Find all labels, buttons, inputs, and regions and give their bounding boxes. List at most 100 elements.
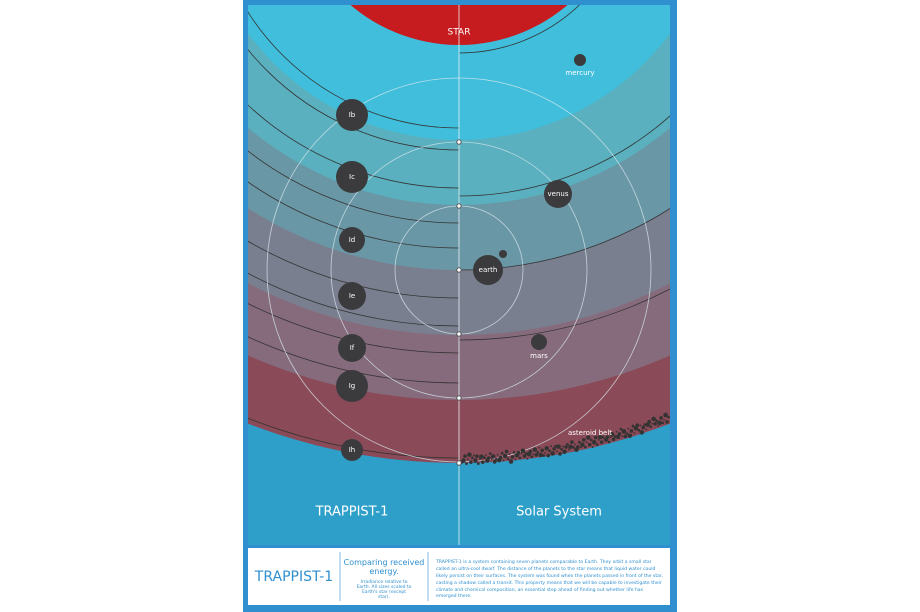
- asteroid: [586, 435, 591, 440]
- footer-subtitle: Comparing received energy.: [343, 558, 425, 576]
- asteroid: [599, 440, 604, 444]
- asteroid: [657, 420, 662, 426]
- planet: [338, 334, 366, 362]
- asteroid: [578, 440, 581, 444]
- asteroid: [637, 428, 641, 432]
- asteroid: [562, 449, 567, 454]
- asteroid: [613, 435, 617, 438]
- asteroid: [574, 443, 576, 446]
- asteroid: [655, 419, 658, 423]
- asteroid: [663, 412, 668, 418]
- asteroid: [498, 455, 503, 460]
- planet-label: Ie: [349, 292, 355, 300]
- asteroid: [621, 429, 627, 434]
- asteroid: [502, 459, 505, 462]
- asteroid: [512, 451, 516, 454]
- asteroid: [482, 456, 486, 459]
- asteroid: [490, 454, 496, 459]
- asteroid: [516, 450, 521, 455]
- asteroid: [645, 428, 648, 431]
- planet-label: mars: [530, 352, 548, 360]
- orbit-marker: [456, 395, 462, 401]
- planet-label: mercury: [565, 69, 594, 77]
- asteroid: [597, 438, 600, 441]
- asteroid: [617, 432, 622, 436]
- asteroid: [605, 435, 610, 439]
- asteroid: [667, 415, 670, 419]
- planet: [574, 54, 586, 66]
- bands: [248, 5, 670, 545]
- asteroid: [532, 447, 538, 452]
- asteroid: [623, 434, 628, 439]
- asteroid: [548, 449, 552, 453]
- asteroid: [572, 445, 575, 449]
- asteroid: [562, 445, 564, 448]
- asteroid: [609, 436, 612, 439]
- asteroid: [633, 432, 636, 434]
- asteroid: [472, 454, 475, 457]
- asteroid: [645, 422, 650, 427]
- asteroid: [629, 429, 634, 433]
- footer-bg: [248, 548, 670, 605]
- asteroid: [488, 452, 492, 455]
- asteroid: [508, 459, 514, 464]
- asteroid: [550, 445, 553, 448]
- star-label: STAR: [448, 28, 471, 38]
- asteroid: [554, 444, 557, 448]
- asteroid: [641, 425, 646, 430]
- asteroid: [611, 437, 616, 442]
- asteroid: [582, 438, 586, 442]
- asteroid: [568, 448, 570, 451]
- asteroid: [530, 455, 534, 459]
- asteroid: [591, 440, 597, 445]
- asteroid: [576, 445, 580, 449]
- section-title: Solar System: [516, 505, 602, 520]
- asteroid: [651, 416, 656, 422]
- asteroid: [621, 435, 624, 438]
- asteroid: [579, 446, 582, 449]
- asteroid: [467, 458, 469, 461]
- planet-label: If: [350, 344, 355, 352]
- asteroid: [568, 444, 573, 450]
- asteroid: [657, 424, 660, 427]
- asteroid: [619, 427, 623, 431]
- planet: [336, 370, 368, 402]
- asteroid: [504, 449, 509, 454]
- asteroid: [631, 424, 635, 428]
- asteroid: [564, 445, 568, 449]
- asteroid: [653, 422, 657, 426]
- asteroid: [526, 457, 529, 460]
- asteroid: [661, 421, 664, 425]
- asteroid: [467, 452, 472, 457]
- planet-label: venus: [548, 190, 569, 198]
- asteroid: [518, 456, 522, 460]
- asteroid: [520, 448, 526, 454]
- planet-label: Ic: [349, 173, 355, 181]
- asteroid: [607, 440, 611, 444]
- asteroid: [593, 435, 598, 440]
- footer-note: Irradiance relative to Earth. All sizes …: [356, 580, 412, 600]
- asteroid: [520, 452, 523, 455]
- asteroid-label: asteroid belt: [568, 429, 612, 437]
- planet: [531, 334, 547, 350]
- asteroid: [583, 445, 587, 449]
- asteroid: [500, 451, 504, 455]
- planet: [336, 161, 368, 193]
- planet: [336, 99, 368, 131]
- asteroid: [587, 442, 592, 447]
- footer-description: TRAPPIST-1 is a system containing seven …: [436, 560, 664, 600]
- planet-label: Ig: [349, 382, 356, 390]
- asteroid: [556, 450, 558, 453]
- asteroid: [570, 440, 574, 444]
- asteroid: [627, 433, 633, 438]
- moon: [499, 250, 507, 258]
- asteroid: [591, 446, 594, 448]
- asteroid: [560, 447, 563, 451]
- asteroid: [528, 449, 533, 454]
- asteroid: [589, 438, 593, 442]
- asteroid: [603, 433, 606, 436]
- asteroid: [473, 458, 478, 463]
- asteroid: [476, 462, 480, 466]
- asteroid: [597, 434, 603, 440]
